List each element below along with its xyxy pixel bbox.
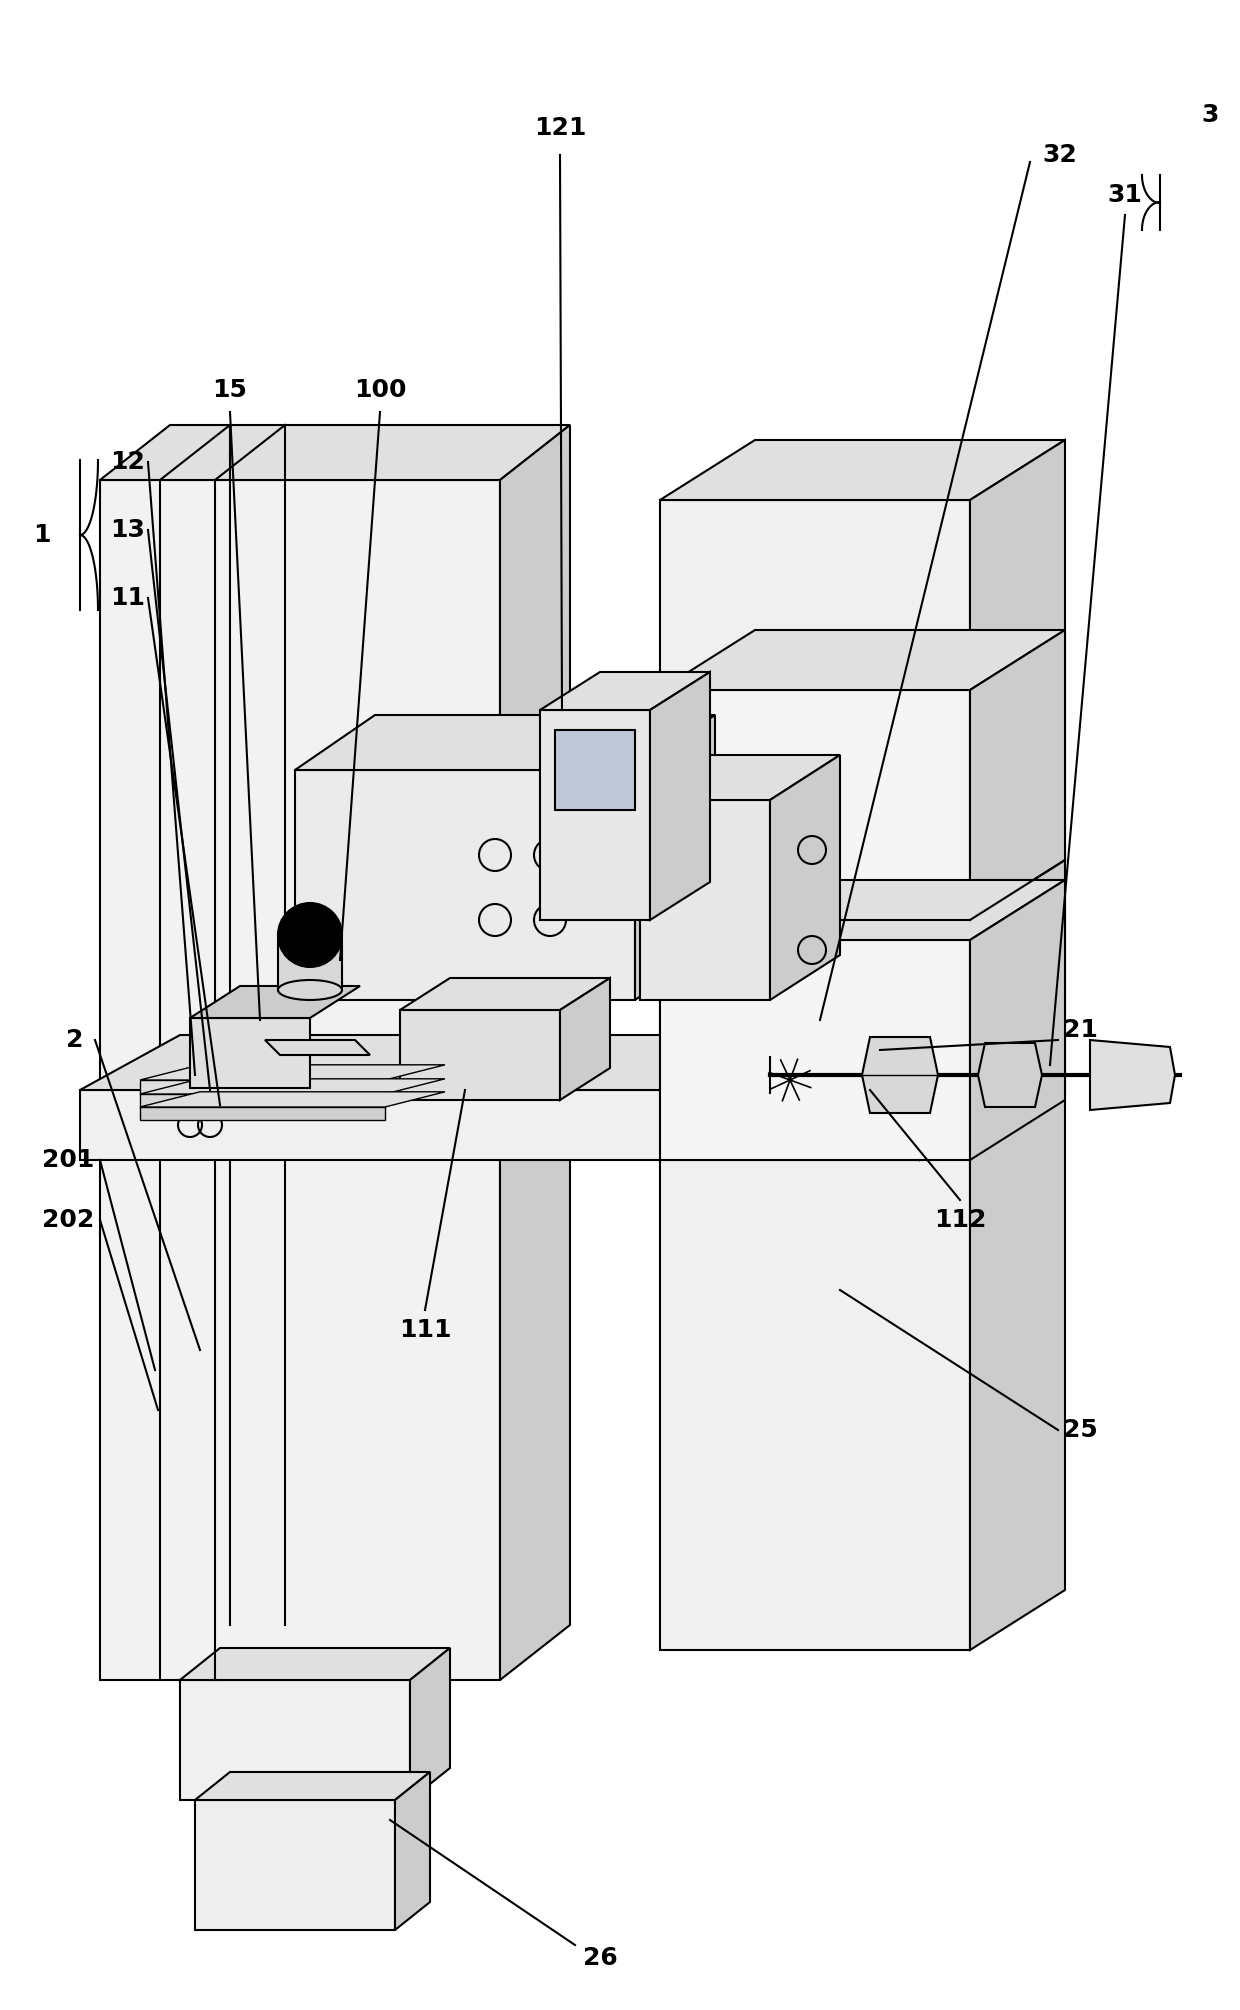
Text: 121: 121	[533, 117, 587, 141]
Text: 21: 21	[1063, 1017, 1097, 1041]
Polygon shape	[140, 1093, 384, 1108]
Polygon shape	[970, 880, 1065, 1160]
Circle shape	[278, 902, 342, 967]
Polygon shape	[970, 629, 1065, 921]
Polygon shape	[660, 440, 1065, 500]
Polygon shape	[190, 1017, 310, 1087]
Text: 100: 100	[353, 378, 407, 402]
Text: 25: 25	[1063, 1417, 1097, 1441]
Polygon shape	[140, 1108, 384, 1120]
Text: 201: 201	[42, 1148, 94, 1172]
Polygon shape	[410, 1648, 450, 1801]
Ellipse shape	[278, 981, 342, 1001]
Polygon shape	[140, 1091, 445, 1108]
Polygon shape	[295, 770, 635, 1001]
Polygon shape	[640, 756, 839, 800]
Polygon shape	[401, 979, 610, 1009]
Text: 15: 15	[212, 378, 248, 402]
Polygon shape	[100, 424, 570, 480]
Polygon shape	[396, 1773, 430, 1930]
Polygon shape	[660, 629, 1065, 689]
Text: 13: 13	[110, 519, 145, 543]
Text: 111: 111	[399, 1319, 451, 1343]
Text: 11: 11	[110, 587, 145, 609]
Polygon shape	[190, 987, 360, 1017]
Polygon shape	[660, 880, 1065, 941]
Polygon shape	[401, 1009, 560, 1099]
Polygon shape	[640, 800, 770, 1001]
Polygon shape	[180, 1680, 410, 1801]
Text: 202: 202	[42, 1208, 94, 1232]
Polygon shape	[81, 1089, 920, 1160]
Text: 26: 26	[583, 1946, 618, 1970]
Text: 32: 32	[1043, 143, 1078, 167]
Polygon shape	[195, 1773, 430, 1801]
Text: 2: 2	[66, 1027, 83, 1051]
Text: 1: 1	[33, 523, 51, 547]
Polygon shape	[265, 1039, 370, 1055]
Polygon shape	[660, 500, 970, 1650]
Polygon shape	[140, 1079, 384, 1095]
Polygon shape	[650, 671, 711, 921]
Polygon shape	[539, 671, 711, 710]
Polygon shape	[770, 756, 839, 1001]
Polygon shape	[100, 480, 500, 1680]
Polygon shape	[660, 689, 970, 921]
Polygon shape	[862, 1037, 937, 1114]
Polygon shape	[140, 1065, 445, 1079]
Polygon shape	[278, 935, 342, 991]
Polygon shape	[81, 1035, 1021, 1089]
Polygon shape	[180, 1648, 450, 1680]
Bar	[556, 730, 635, 810]
Polygon shape	[660, 941, 970, 1160]
Polygon shape	[978, 1043, 1042, 1108]
Text: 31: 31	[1107, 183, 1142, 207]
Text: 12: 12	[110, 450, 145, 474]
Polygon shape	[635, 716, 715, 1001]
Text: 112: 112	[934, 1208, 986, 1232]
Polygon shape	[500, 424, 570, 1680]
Polygon shape	[1090, 1039, 1176, 1110]
Polygon shape	[970, 440, 1065, 1650]
Polygon shape	[560, 979, 610, 1099]
Polygon shape	[195, 1801, 396, 1930]
Polygon shape	[140, 1079, 445, 1093]
Polygon shape	[295, 716, 715, 770]
Polygon shape	[920, 1035, 1021, 1160]
Text: 3: 3	[1202, 103, 1219, 127]
Polygon shape	[539, 710, 650, 921]
